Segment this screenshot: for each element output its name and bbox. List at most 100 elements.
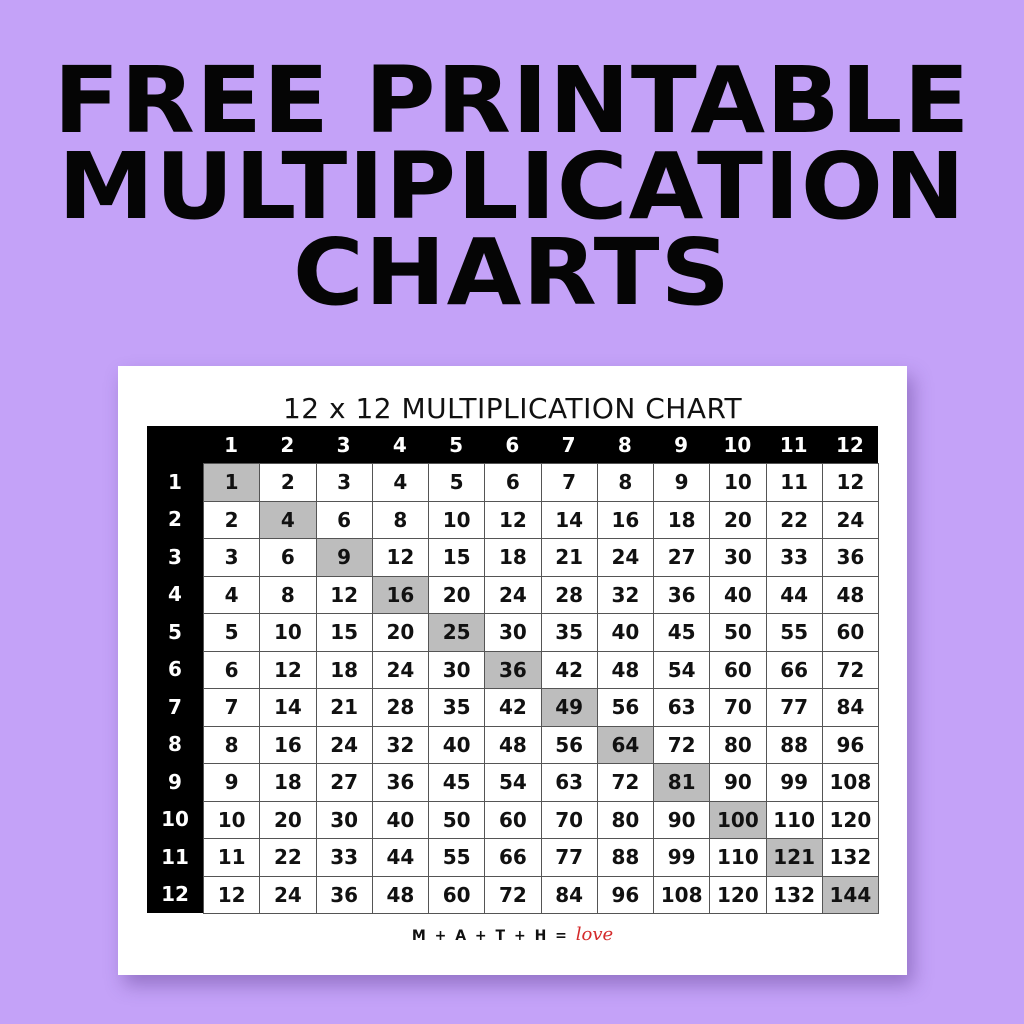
- table-cell: 30: [484, 613, 542, 652]
- table-cell: 60: [484, 800, 542, 839]
- table-cell: 99: [653, 838, 711, 877]
- table-cell: 10: [428, 500, 486, 539]
- math-love-logo: M + A + T + H = love: [118, 924, 907, 945]
- table-cell: 5: [203, 613, 261, 652]
- table-cell: 40: [428, 725, 486, 764]
- table-cell: 30: [428, 650, 486, 689]
- table-cell-square: 121: [765, 838, 823, 877]
- row-header: 7: [168, 694, 182, 719]
- table-cell: 70: [709, 688, 767, 727]
- table-cell: 88: [765, 725, 823, 764]
- column-header: 6: [505, 432, 520, 457]
- row-header: 1: [168, 469, 182, 494]
- table-cell: 7: [203, 688, 261, 727]
- table-cell: 45: [653, 613, 711, 652]
- table-cell: 21: [540, 538, 598, 577]
- table-cell: 108: [653, 875, 711, 914]
- table-cell: 21: [315, 688, 373, 727]
- column-header: 2: [280, 432, 295, 457]
- table-cell: 12: [203, 875, 261, 914]
- table-cell: 27: [653, 538, 711, 577]
- table-cell: 77: [540, 838, 598, 877]
- table-cell-square: 25: [428, 613, 486, 652]
- table-cell: 50: [428, 800, 486, 839]
- headline: FREE PRINTABLE MULTIPLICATION CHARTS: [0, 55, 1024, 319]
- table-cell: 28: [371, 688, 429, 727]
- table-cell: 4: [203, 575, 261, 614]
- headline-line-2: MULTIPLICATION: [58, 133, 966, 240]
- table-cell: 77: [765, 688, 823, 727]
- table-cell: 16: [596, 500, 654, 539]
- table-cell: 8: [203, 725, 261, 764]
- table-cell: 9: [653, 463, 711, 502]
- table-cell: 8: [596, 463, 654, 502]
- printable-chart-card: 12 x 12 MULTIPLICATION CHART 1 2 3 4 5 6 7 8 9 10…: [118, 366, 907, 975]
- table-cell: 70: [540, 800, 598, 839]
- table-cell: 84: [540, 875, 598, 914]
- table-cell: 11: [765, 463, 823, 502]
- table-cell: 108: [821, 763, 879, 802]
- table-cell: 72: [596, 763, 654, 802]
- table-cell: 90: [709, 763, 767, 802]
- table-cell: 5: [428, 463, 486, 502]
- column-header: 11: [779, 432, 808, 457]
- table-cell: 36: [371, 763, 429, 802]
- table-cell: 60: [821, 613, 879, 652]
- table-cell: 54: [484, 763, 542, 802]
- table-cell: 36: [821, 538, 879, 577]
- table-cell: 10: [709, 463, 767, 502]
- row-header: 6: [168, 657, 182, 682]
- table-cell: 84: [821, 688, 879, 727]
- table-cell: 20: [259, 800, 317, 839]
- table-cell-square: 9: [315, 538, 373, 577]
- table-cell: 99: [765, 763, 823, 802]
- table-cell: 22: [259, 838, 317, 877]
- table-cell-square: 16: [371, 575, 429, 614]
- table-cell: 88: [596, 838, 654, 877]
- table-cell: 66: [765, 650, 823, 689]
- table-cell: 44: [765, 575, 823, 614]
- table-cell: 4: [371, 463, 429, 502]
- table-cell: 10: [203, 800, 261, 839]
- table-cell: 3: [203, 538, 261, 577]
- table-cell: 24: [315, 725, 373, 764]
- table-cell: 56: [596, 688, 654, 727]
- row-header: 8: [168, 732, 182, 757]
- table-cell: 24: [259, 875, 317, 914]
- table-cell: 40: [709, 575, 767, 614]
- logo-love-script: love: [575, 924, 614, 945]
- table-cell: 72: [484, 875, 542, 914]
- table-cell: 8: [259, 575, 317, 614]
- table-cell: 7: [540, 463, 598, 502]
- row-header: 12: [161, 882, 189, 907]
- table-cell: 15: [315, 613, 373, 652]
- table-cell: 22: [765, 500, 823, 539]
- table-cell: 18: [259, 763, 317, 802]
- table-cell: 48: [371, 875, 429, 914]
- column-header: 3: [336, 432, 351, 457]
- column-header: 1: [224, 432, 239, 457]
- table-cell: 42: [484, 688, 542, 727]
- table-cell-square: 49: [540, 688, 598, 727]
- table-cell: 33: [765, 538, 823, 577]
- table-cell: 20: [709, 500, 767, 539]
- table-cell-square: 1: [203, 463, 261, 502]
- table-cell: 12: [821, 463, 879, 502]
- table-cell: 15: [428, 538, 486, 577]
- table-cell: 24: [821, 500, 879, 539]
- table-cell: 20: [371, 613, 429, 652]
- table-cell: 42: [540, 650, 598, 689]
- column-header: 12: [835, 432, 864, 457]
- table-cell: 32: [371, 725, 429, 764]
- table-cell: 2: [203, 500, 261, 539]
- table-cell: 6: [484, 463, 542, 502]
- table-cell: 12: [484, 500, 542, 539]
- table-cell: 48: [821, 575, 879, 614]
- table-cell: 24: [484, 575, 542, 614]
- row-header: 11: [161, 844, 189, 869]
- table-cell: 54: [653, 650, 711, 689]
- table-cell: 11: [203, 838, 261, 877]
- column-header: 4: [392, 432, 407, 457]
- table-cell: 96: [596, 875, 654, 914]
- logo-text: M + A + T + H =: [411, 928, 576, 944]
